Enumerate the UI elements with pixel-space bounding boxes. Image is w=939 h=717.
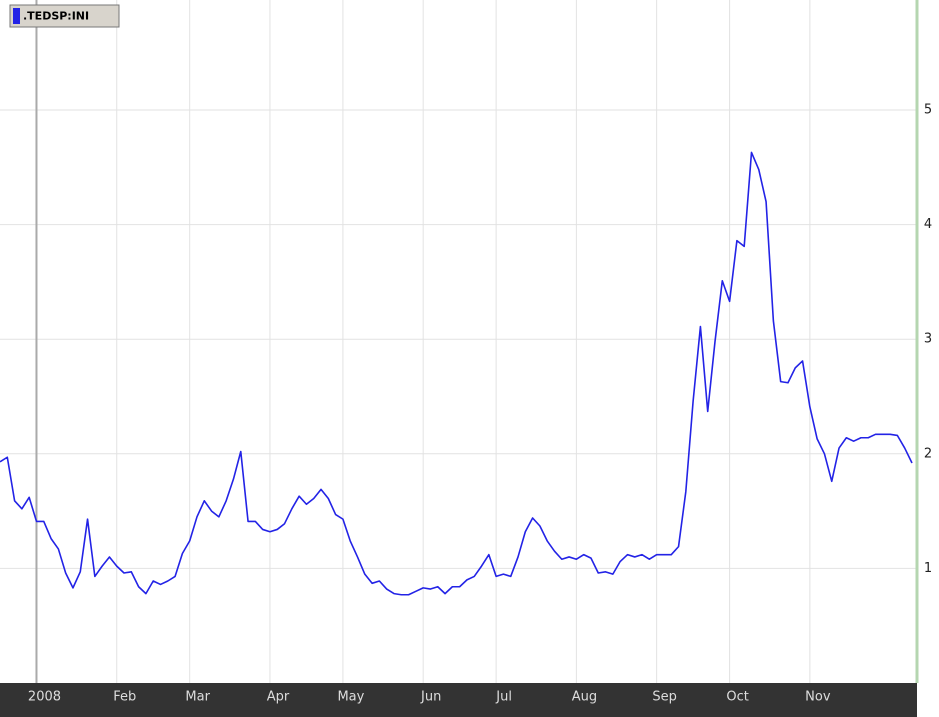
x-tick-label: Feb: [113, 690, 136, 705]
x-tick-label: Apr: [267, 690, 290, 705]
line-series: [0, 151, 913, 596]
x-axis-band: [0, 683, 917, 717]
legend-label: .TEDSP:INI: [23, 10, 89, 23]
x-tick-label: Oct: [726, 690, 748, 705]
legend: [9, 4, 120, 28]
legend-swatch: [13, 8, 20, 24]
x-tick-label: 2008: [28, 690, 61, 705]
x-tick-label: Nov: [805, 690, 831, 705]
grid: [0, 0, 916, 683]
x-tick-label: Mar: [185, 690, 210, 705]
y-tick-label: 5: [924, 103, 932, 118]
x-tick-label: May: [337, 690, 364, 705]
x-tick-label: Jul: [495, 690, 512, 705]
y-tick-label: 3: [924, 332, 932, 347]
x-tick-label: Aug: [572, 690, 597, 705]
x-tick-label: Sep: [652, 690, 677, 705]
y-tick-label: 2: [924, 446, 932, 461]
y-tick-label: 4: [924, 217, 932, 232]
axes: 1 2 3 4 5 2008 Feb Mar Apr May Jun Jul Aug Sep Oct Nov: [28, 103, 932, 705]
y-tick-label: 1: [924, 561, 932, 576]
x-tick-label: Jun: [420, 690, 441, 705]
plot: [0, 151, 913, 596]
